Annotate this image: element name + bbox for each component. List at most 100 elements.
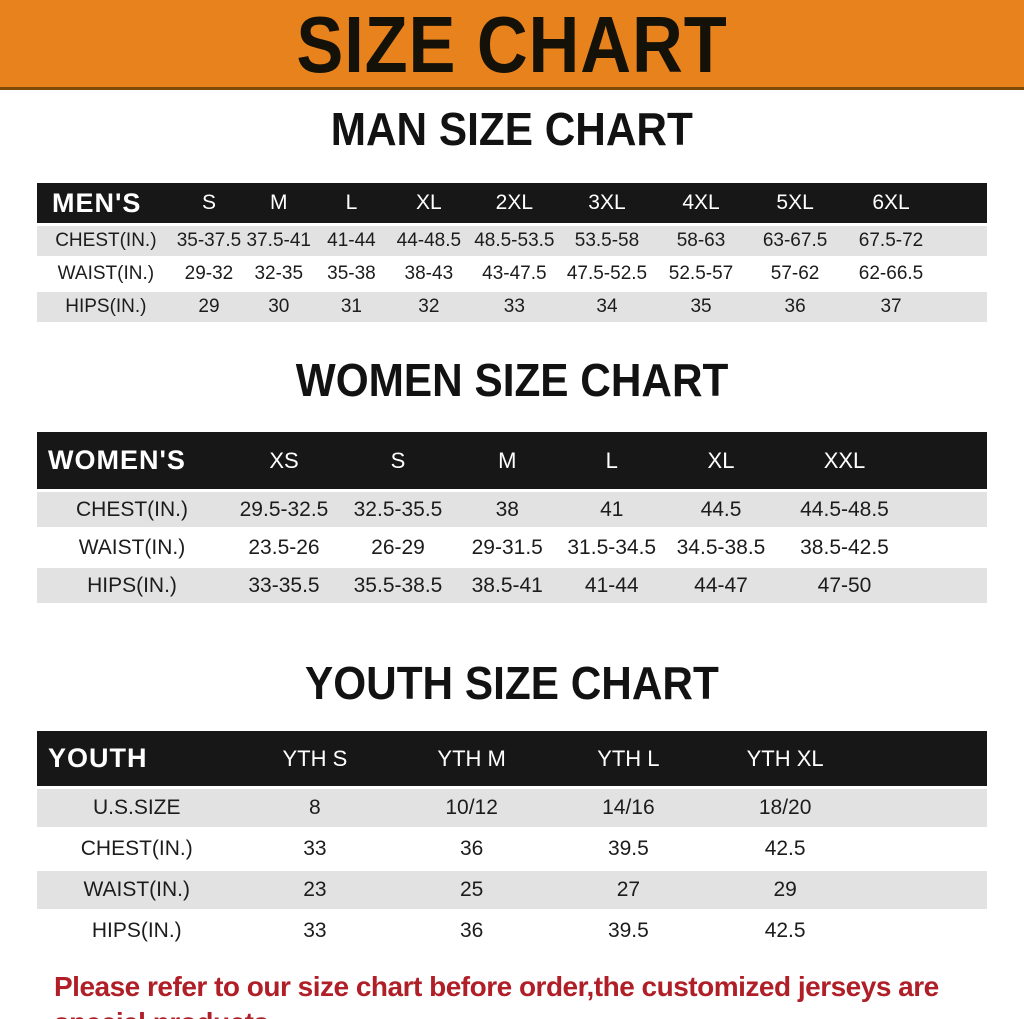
size-header-row: MEN'S S M L XL 2XL 3XL 4XL 5XL 6XL <box>37 183 987 223</box>
man-section-title: MAN SIZE CHART <box>0 104 1024 166</box>
measurement-value: 41-44 <box>584 573 639 597</box>
size-column-header: YTH M <box>437 745 506 771</box>
table-title-cell: WOMEN'S <box>48 445 186 475</box>
women-section-title: WOMEN SIZE CHART <box>0 355 1024 417</box>
measurement-value: 41-44 <box>327 230 376 251</box>
youth-size-table: YOUTH YTH S YTH M YTH L YTH XL U.S.SIZE 8 10/12… <box>37 728 987 953</box>
measurement-value: 44.5-48.5 <box>800 497 889 521</box>
size-column-header: XS <box>269 447 299 473</box>
spacer-cell <box>939 259 987 289</box>
measurement-value: 32 <box>418 296 440 317</box>
measurement-label: HIPS(IN.) <box>91 919 182 942</box>
measurement-value: 31 <box>340 296 362 317</box>
measurement-value: 44.5 <box>700 497 742 521</box>
size-header-row: YOUTH YTH S YTH M YTH L YTH XL <box>37 731 987 786</box>
measurement-value: 35.5-38.5 <box>353 573 443 597</box>
measurement-value: 53.5-58 <box>574 230 640 251</box>
size-column-header: 4XL <box>682 191 720 214</box>
measurement-row: HIPS(IN.) 33 36 39.5 42.5 <box>37 912 987 950</box>
size-column-header: L <box>605 447 618 473</box>
size-column-header: YTH XL <box>746 745 824 771</box>
measurement-value: 29 <box>198 296 220 317</box>
women-size-table: WOMEN'S XS S M L XL XXL CHEST(IN.) 29.5-32.5 32.5… <box>37 429 987 606</box>
measurement-value: 47-50 <box>817 573 872 597</box>
measurement-label: HIPS(IN.) <box>65 296 147 317</box>
measurement-value: 27 <box>616 878 641 901</box>
size-column-header: M <box>270 191 288 214</box>
disclaimer-note: Please refer to our size chart before or… <box>0 969 1024 1019</box>
measurement-value: 31.5-34.5 <box>567 535 657 559</box>
measurement-value: 33 <box>303 837 327 860</box>
measurement-label: WAIST(IN.) <box>78 535 186 559</box>
measurement-value: 23 <box>303 878 327 901</box>
measurement-value: 36 <box>784 296 806 317</box>
measurement-label: WAIST(IN.) <box>57 263 155 284</box>
spacer-cell <box>911 530 987 565</box>
measurement-value: 33 <box>303 919 327 942</box>
size-column-header: S <box>390 447 406 473</box>
size-column-header: 6XL <box>872 191 910 214</box>
measurement-value: 58-63 <box>676 230 726 251</box>
spacer-cell <box>864 731 988 786</box>
spacer-cell <box>939 226 987 256</box>
spacer-cell <box>864 789 988 827</box>
size-column-header: YTH L <box>597 745 660 771</box>
measurement-value: 35 <box>690 296 712 317</box>
measurement-value: 39.5 <box>607 919 649 942</box>
measurement-value: 36 <box>459 919 484 942</box>
measurement-value: 33 <box>503 296 525 317</box>
measurement-value: 62-66.5 <box>858 263 924 284</box>
measurement-value: 29-31.5 <box>471 535 543 559</box>
measurement-value: 37.5-41 <box>246 230 311 251</box>
measurement-value: 8 <box>309 796 321 819</box>
measurement-value: 35-37.5 <box>176 230 242 251</box>
size-column-header: M <box>498 447 517 473</box>
measurement-row: HIPS(IN.) 33-35.5 35.5-38.5 38.5-41 41-44 44-… <box>37 568 987 603</box>
measurement-value: 39.5 <box>607 837 649 860</box>
table-title-cell: MEN'S <box>52 187 142 218</box>
spacer-cell <box>864 912 988 950</box>
measurement-value: 48.5-53.5 <box>474 230 555 251</box>
measurement-value: 23.5-26 <box>248 535 320 559</box>
measurement-value: 30 <box>268 296 290 317</box>
measurement-value: 29 <box>773 878 797 901</box>
measurement-value: 38-43 <box>404 263 454 284</box>
measurement-value: 42.5 <box>764 837 806 860</box>
measurement-row: WAIST(IN.) 29-32 32-35 35-38 38-43 43-47.5 47.… <box>37 259 987 289</box>
table-title-cell: YOUTH <box>48 743 148 773</box>
measurement-value: 52.5-57 <box>668 263 734 284</box>
spacer-cell <box>911 568 987 603</box>
spacer-cell <box>864 871 988 909</box>
measurement-label: CHEST(IN.) <box>55 230 157 251</box>
spacer-cell <box>939 183 987 223</box>
measurement-value: 43-47.5 <box>482 263 547 284</box>
measurement-label: WAIST(IN.) <box>83 878 191 901</box>
measurement-value: 44-48.5 <box>396 230 462 251</box>
measurement-value: 37 <box>880 296 902 317</box>
banner: SIZE CHART <box>0 0 1024 90</box>
measurement-value: 33-35.5 <box>248 573 320 597</box>
measurement-value: 29-32 <box>184 263 234 284</box>
spacer-cell <box>911 432 987 489</box>
measurement-row: CHEST(IN.) 33 36 39.5 42.5 <box>37 830 987 868</box>
measurement-value: 42.5 <box>764 919 806 942</box>
size-column-header: L <box>345 191 358 214</box>
measurement-row: U.S.SIZE 8 10/12 14/16 18/20 <box>37 789 987 827</box>
women-section-title-text: WOMEN SIZE CHART <box>295 354 729 406</box>
measurement-value: 57-62 <box>770 263 820 284</box>
measurement-value: 10/12 <box>445 796 498 819</box>
measurement-row: WAIST(IN.) 23 25 27 29 <box>37 871 987 909</box>
size-column-header: 2XL <box>495 191 534 214</box>
measurement-value: 44-47 <box>694 573 748 597</box>
size-column-header: 3XL <box>588 191 626 214</box>
measurement-value: 38.5-41 <box>471 573 543 597</box>
measurement-value: 18/20 <box>758 796 812 819</box>
page-title: SIZE CHART <box>296 0 728 89</box>
size-column-header: XL <box>416 191 442 214</box>
measurement-value: 63-67.5 <box>762 230 828 251</box>
measurement-value: 25 <box>459 878 484 901</box>
measurement-value: 47.5-52.5 <box>566 263 648 284</box>
measurement-value: 32-35 <box>254 263 304 284</box>
measurement-label: HIPS(IN.) <box>87 573 177 597</box>
